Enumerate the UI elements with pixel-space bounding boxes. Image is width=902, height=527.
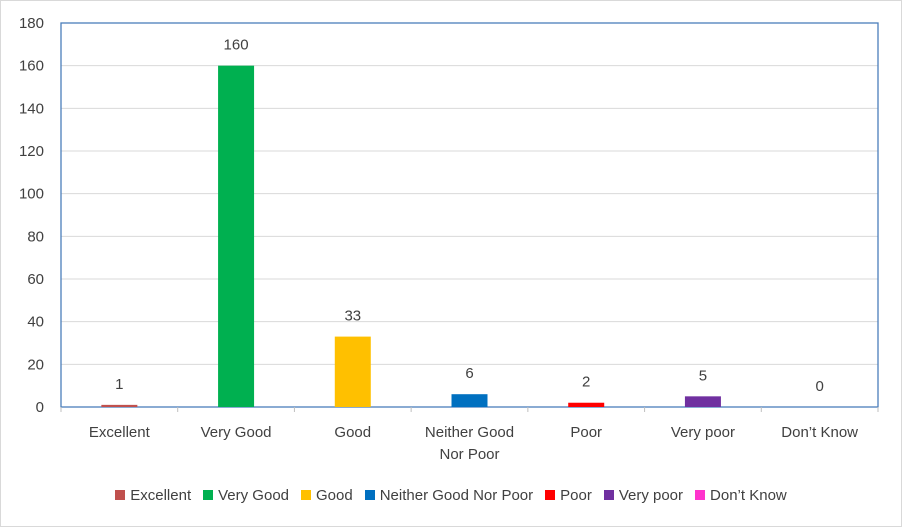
- data-label: 2: [582, 374, 590, 391]
- x-category-label: Nor Poor: [439, 446, 499, 463]
- legend-item-good: Good: [301, 487, 353, 504]
- data-label: 33: [344, 308, 361, 325]
- plot-area-border: [60, 22, 879, 408]
- legend-swatch: [364, 490, 375, 500]
- legend-swatch: [115, 490, 126, 500]
- legend-label: Neither Good Nor Poor: [379, 486, 534, 504]
- y-tick-label: 180: [19, 15, 44, 32]
- y-tick-label: 120: [19, 143, 44, 160]
- bar: [451, 394, 488, 407]
- x-category-label: Good: [334, 424, 371, 441]
- bar: [684, 396, 721, 407]
- legend-label: Don’t Know: [710, 486, 787, 504]
- legend-item-poor: Poor: [545, 487, 592, 504]
- y-tick-label: 100: [19, 186, 44, 203]
- data-label: 160: [224, 37, 249, 54]
- data-label: 1: [115, 376, 123, 393]
- legend: Excellent Very Good Good Neither Good No…: [0, 484, 902, 506]
- y-tick-label: 160: [19, 58, 44, 75]
- data-label: 5: [699, 367, 707, 384]
- legend-label: Excellent: [130, 486, 192, 504]
- legend-swatch: [603, 490, 614, 500]
- legend-label: Very Good: [218, 486, 290, 504]
- y-tick-label: 140: [19, 100, 44, 117]
- legend-swatch: [301, 490, 312, 500]
- x-category-label: Very Good: [201, 424, 272, 441]
- x-category-label: Very poor: [671, 424, 735, 441]
- data-label: 6: [465, 365, 473, 382]
- legend-item-dont-know: Don’t Know: [695, 487, 787, 504]
- y-tick-label: 80: [27, 228, 44, 245]
- legend-label: Very poor: [618, 486, 684, 504]
- x-category-label: Neither Good: [425, 424, 514, 441]
- legend-swatch: [545, 490, 556, 500]
- x-category-label: Excellent: [89, 424, 151, 441]
- legend-swatch: [203, 490, 214, 500]
- data-label: 0: [815, 378, 823, 395]
- legend-item-very-good: Very Good: [203, 487, 289, 504]
- y-tick-label: 60: [27, 271, 44, 288]
- legend-swatch: [695, 490, 706, 500]
- bar: [218, 65, 255, 408]
- bar: [101, 404, 138, 407]
- bar: [568, 402, 605, 407]
- bar: [334, 336, 371, 407]
- y-tick-label: 20: [27, 356, 44, 373]
- legend-label: Good: [316, 486, 353, 504]
- legend-item-very-poor: Very poor: [603, 486, 684, 504]
- x-category-label: Poor: [570, 424, 602, 441]
- bar-chart: 0204060801001201401601801Excellent160Ver…: [19, 15, 879, 463]
- y-tick-label: 40: [27, 314, 44, 331]
- legend-item-neither: Neither Good Nor Poor: [364, 486, 534, 504]
- legend-item-excellent: Excellent: [115, 487, 191, 504]
- y-tick-label: 0: [36, 399, 44, 416]
- x-category-label: Don’t Know: [781, 424, 858, 441]
- legend-label: Poor: [560, 486, 592, 504]
